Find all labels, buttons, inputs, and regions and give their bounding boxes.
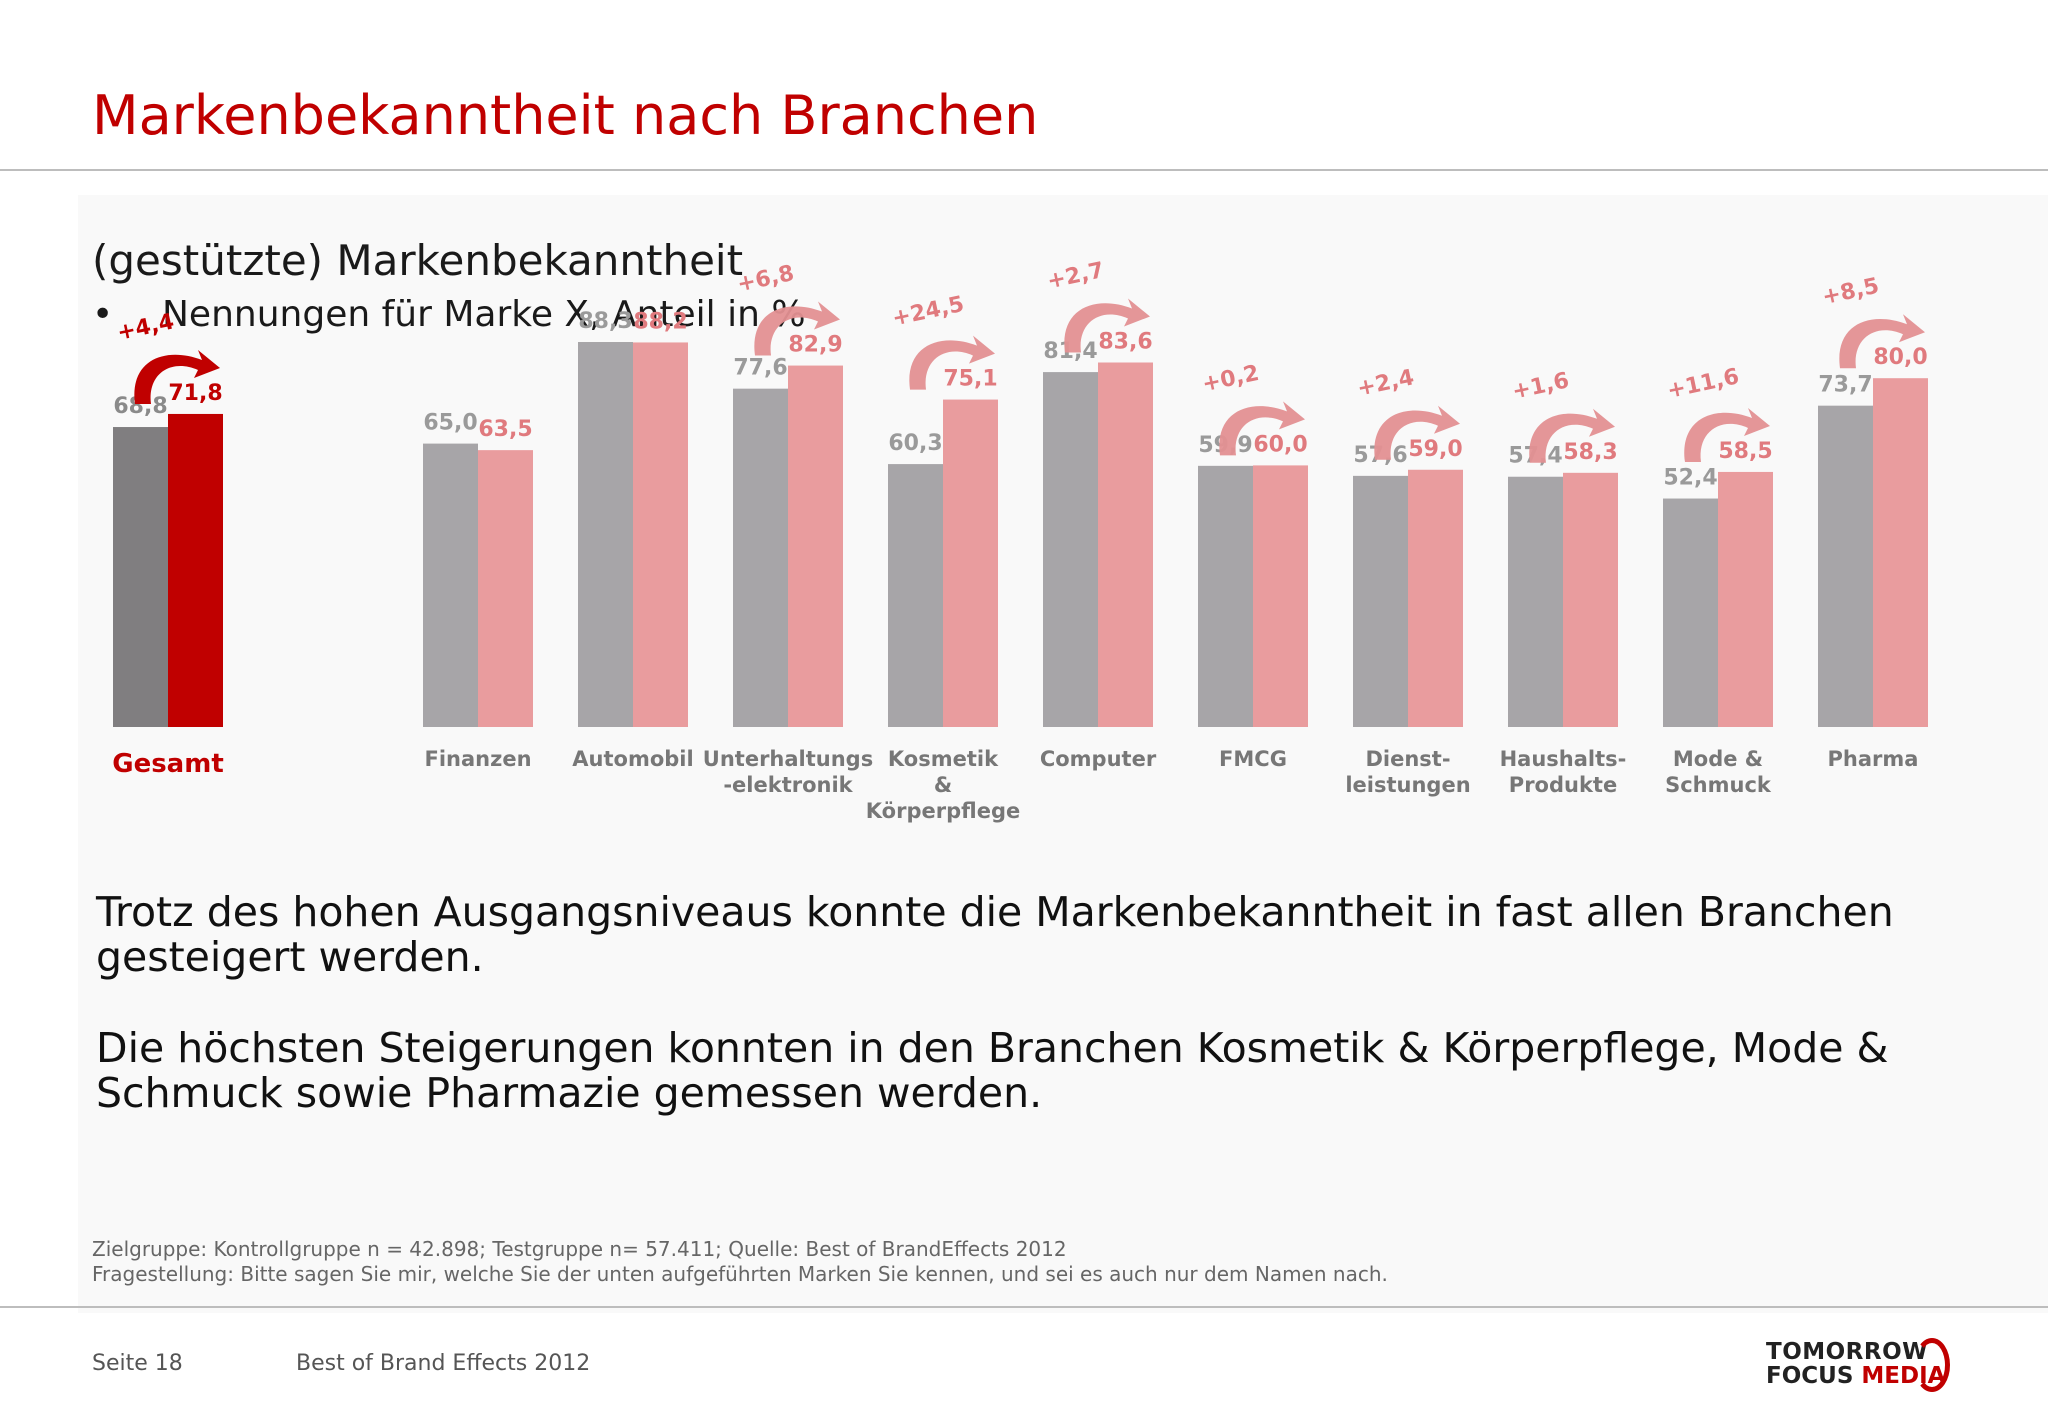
change-arrow-icon-10 <box>1839 314 1925 369</box>
chart-subtitle: (gestützte) Markenbekanntheit <box>92 236 744 285</box>
change-label-8: +1,6 <box>1510 368 1571 404</box>
footnote-sample: Zielgruppe: Kontrollgruppe n = 42.898; T… <box>92 1237 1067 1261</box>
bar-kontroll-0 <box>113 427 168 727</box>
bar-kontroll-10 <box>1818 405 1873 727</box>
change-arrow-icon-9 <box>1684 407 1770 462</box>
value-label-test-3: 82,9 <box>788 333 842 358</box>
logo-ring-icon <box>1914 1338 1950 1392</box>
footnote-question: Fragestellung: Bitte sagen Sie mir, welc… <box>92 1262 1388 1286</box>
value-label-test-2: 88,2 <box>633 309 687 334</box>
change-arrow-icon-7 <box>1374 405 1460 460</box>
bar-test-6 <box>1253 465 1308 727</box>
bar-kontroll-2 <box>578 342 633 727</box>
value-label-kontroll-1: 65,0 <box>423 411 477 436</box>
bar-test-10 <box>1873 378 1928 727</box>
value-label-kontroll-10: 73,7 <box>1818 373 1872 398</box>
bar-kontroll-6 <box>1198 465 1253 727</box>
category-label-9: Mode & Schmuck <box>1665 747 1772 797</box>
change-label-9: +11,6 <box>1665 364 1741 404</box>
category-label-0: Gesamt <box>112 749 224 779</box>
value-label-test-9: 58,5 <box>1718 439 1772 464</box>
bar-test-5 <box>1098 362 1153 727</box>
bar-test-4 <box>943 399 998 727</box>
category-label-4: Kosmetik & Körperpflege <box>866 747 1020 823</box>
logo-line-1: TOMORROW <box>1766 1339 1929 1365</box>
bullet-dot: • <box>92 294 114 335</box>
change-arrow-icon-0 <box>134 349 220 404</box>
company-logo: TOMORROW FOCUS MEDIA <box>1766 1338 1950 1392</box>
logo-focus: FOCUS <box>1766 1363 1862 1389</box>
change-label-5: +2,7 <box>1045 258 1106 294</box>
category-label-7: Dienst-leistungen <box>1345 747 1470 797</box>
category-label-2: Automobil <box>572 747 693 771</box>
bar-kontroll-4 <box>888 464 943 727</box>
bar-test-8 <box>1563 472 1618 727</box>
change-label-7: +2,4 <box>1355 365 1416 401</box>
paragraph-2: Die höchsten Steigerungen konnten in den… <box>96 1024 1889 1117</box>
change-arrow-icon-5 <box>1064 298 1150 353</box>
bar-kontroll-5 <box>1043 372 1098 727</box>
change-label-0: +4,4 <box>115 309 176 345</box>
value-label-test-10: 80,0 <box>1873 345 1927 370</box>
value-label-kontroll-9: 52,4 <box>1663 466 1717 491</box>
category-label-3: Unterhaltungs -elektronik <box>703 747 873 797</box>
category-label-6: FMCG <box>1219 747 1287 771</box>
bar-kontroll-1 <box>423 443 478 727</box>
change-label-6: +0,2 <box>1200 361 1261 397</box>
bar-kontroll-3 <box>733 388 788 727</box>
value-label-kontroll-4: 60,3 <box>888 431 942 456</box>
category-label-10: Pharma <box>1828 747 1919 771</box>
bullet-text: Nennungen für Marke X, Anteil in % <box>162 294 806 335</box>
bar-kontroll-8 <box>1508 476 1563 727</box>
value-label-test-8: 58,3 <box>1563 440 1617 465</box>
document-title: Best of Brand Effects 2012 <box>296 1351 591 1376</box>
change-arrow-icon-3 <box>754 301 840 356</box>
category-label-8: Haushalts-Produkte <box>1500 747 1627 797</box>
change-label-3: +6,8 <box>735 261 796 297</box>
bar-test-2 <box>633 342 688 727</box>
bar-kontroll-9 <box>1663 498 1718 727</box>
logo-line-2: FOCUS MEDIA <box>1766 1364 1945 1388</box>
page-title: Markenbekanntheit nach Branchen <box>92 84 1039 147</box>
value-label-test-4: 75,1 <box>943 367 997 392</box>
page-number: Seite 18 <box>92 1351 183 1376</box>
change-arrow-icon-8 <box>1529 408 1615 463</box>
bar-test-3 <box>788 365 843 727</box>
bar-test-9 <box>1718 471 1773 727</box>
bar-test-7 <box>1408 469 1463 727</box>
header-divider <box>0 169 2048 171</box>
bar-kontroll-7 <box>1353 475 1408 727</box>
value-label-test-1: 63,5 <box>478 417 532 442</box>
value-label-test-5: 83,6 <box>1098 330 1152 355</box>
change-label-10: +8,5 <box>1820 274 1881 310</box>
bar-test-0 <box>168 413 223 727</box>
change-arrow-icon-4 <box>909 335 995 390</box>
paragraph-1: Trotz des hohen Ausgangsniveaus konnte d… <box>96 888 1894 981</box>
change-arrow-icon-6 <box>1219 401 1305 456</box>
value-label-test-7: 59,0 <box>1408 437 1462 462</box>
category-label-5: Computer <box>1040 747 1157 771</box>
value-label-test-0: 71,8 <box>168 381 222 406</box>
category-label-1: Finanzen <box>424 747 531 771</box>
footer-divider <box>0 1306 2048 1308</box>
chart-bullet: • Nennungen für Marke X, Anteil in % <box>92 294 806 335</box>
change-label-4: +24,5 <box>890 292 966 332</box>
bar-test-1 <box>478 450 533 727</box>
value-label-test-6: 60,0 <box>1253 432 1307 457</box>
value-label-kontroll-2: 88,3 <box>578 309 632 334</box>
value-label-kontroll-3: 77,6 <box>733 356 787 381</box>
